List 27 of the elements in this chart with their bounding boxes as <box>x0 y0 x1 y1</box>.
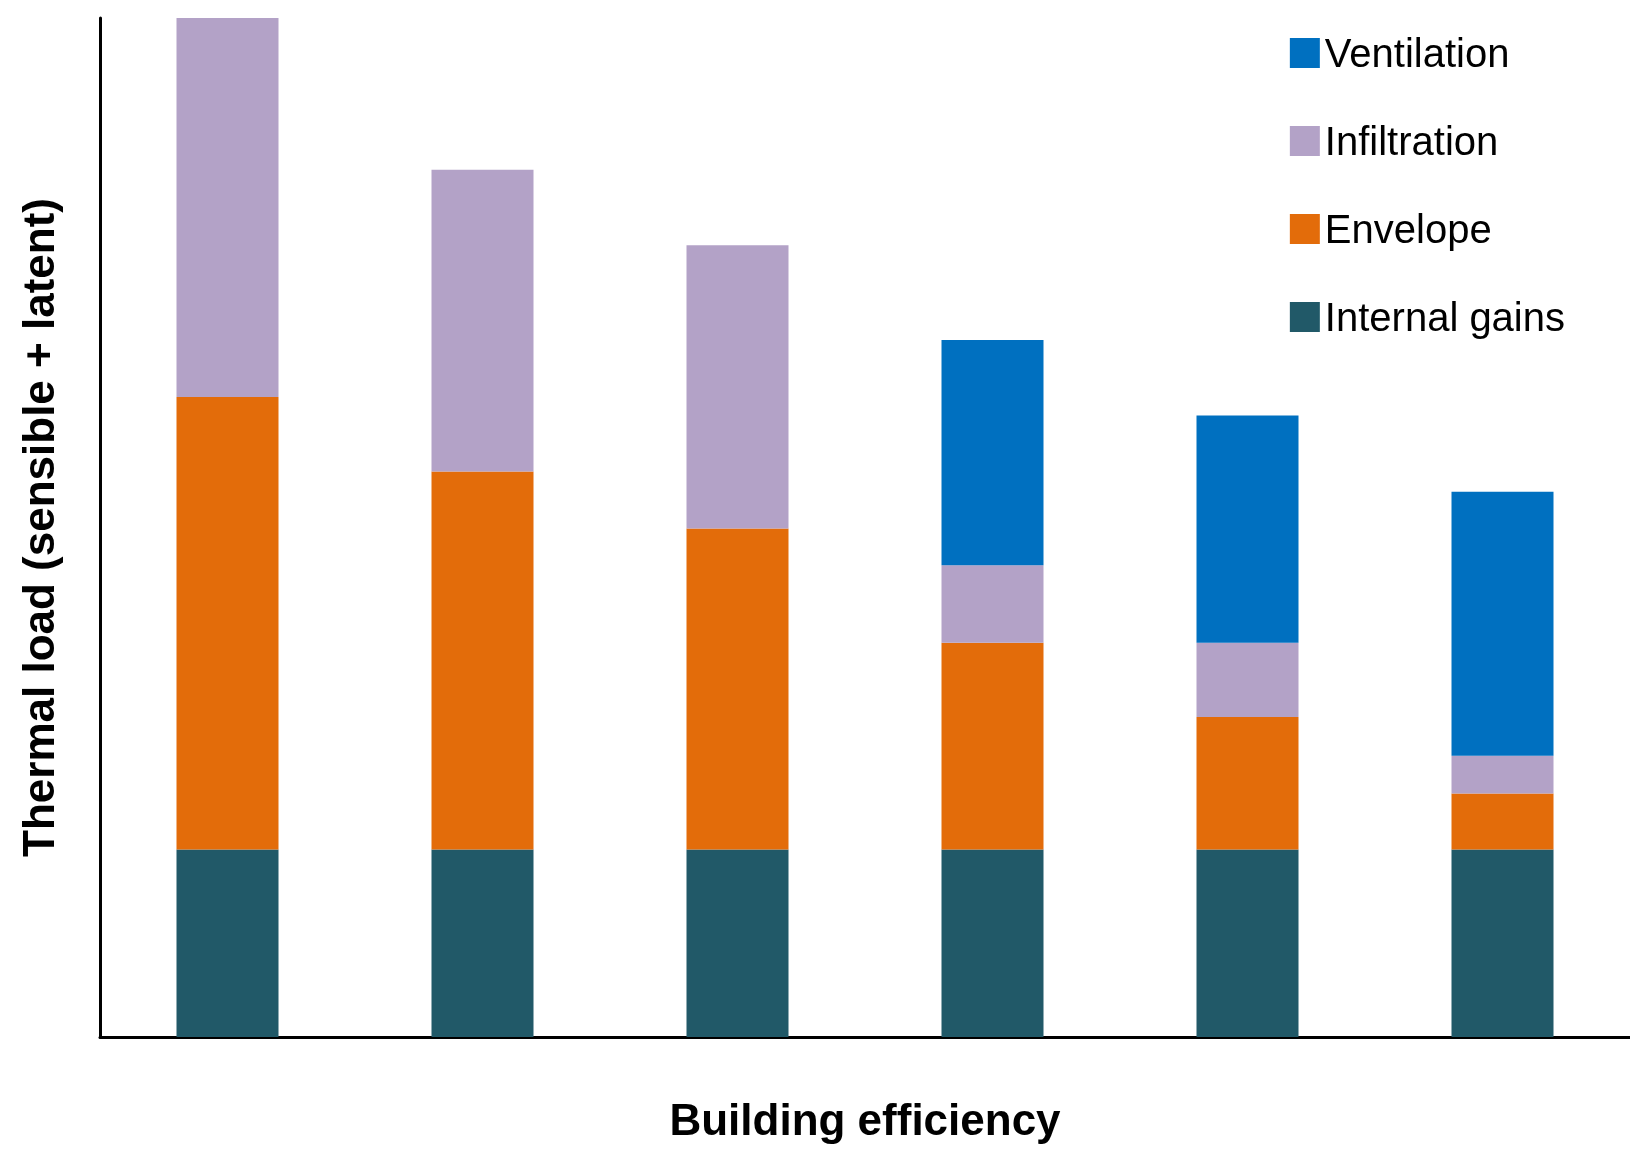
bar <box>1451 849 1554 1037</box>
bar <box>1196 415 1299 643</box>
bar <box>941 565 1044 643</box>
bar <box>1451 793 1554 850</box>
bar <box>176 18 279 398</box>
bar <box>941 642 1044 850</box>
x-axis-title: Building efficiency <box>669 1094 1062 1144</box>
bar <box>941 849 1044 1037</box>
bar <box>686 245 789 529</box>
bar <box>1451 755 1554 794</box>
y-axis-title: Thermal load (sensible + latent) <box>13 198 63 857</box>
bar <box>176 397 279 850</box>
bar <box>1196 642 1299 718</box>
bar <box>176 849 279 1037</box>
legend-label: Internal gains <box>1324 295 1565 339</box>
bar <box>431 169 534 472</box>
bar <box>941 340 1044 566</box>
bar <box>1451 491 1554 756</box>
bar <box>431 849 534 1037</box>
bar <box>686 528 789 850</box>
legend-label: Ventilation <box>1324 31 1510 75</box>
bar <box>1196 717 1299 850</box>
legend-label: Infiltration <box>1324 119 1499 163</box>
bar <box>686 849 789 1037</box>
bar <box>431 471 534 850</box>
bar <box>1196 849 1299 1037</box>
legend-label: Envelope <box>1324 207 1492 251</box>
